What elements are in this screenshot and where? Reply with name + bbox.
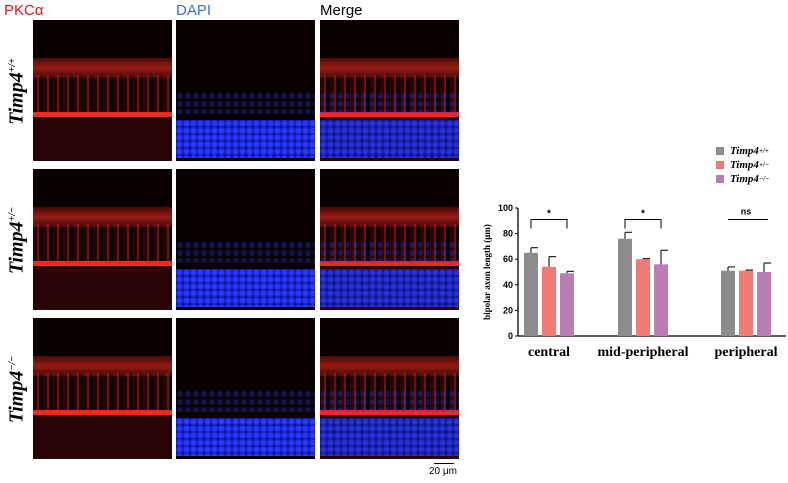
merge-panel (320, 318, 459, 459)
dapi-panel (176, 169, 315, 310)
legend-item: Timp4 +/+ (716, 144, 769, 158)
svg-text:mid-peripheral: mid-peripheral (598, 345, 689, 360)
dapi-panel (176, 318, 315, 459)
chart-legend: Timp4 +/+ Timp4 +/− Timp4 −/− (716, 144, 769, 186)
svg-text:central: central (528, 345, 570, 360)
svg-text:60: 60 (503, 254, 513, 264)
svg-text:20: 20 (503, 305, 513, 315)
svg-text:*: * (641, 208, 645, 219)
svg-text:100: 100 (498, 203, 513, 213)
scale-bar (434, 463, 454, 464)
merge-panel (320, 20, 459, 161)
column-title-merge: Merge (320, 2, 363, 19)
merge-panel (320, 169, 459, 310)
svg-text:80: 80 (503, 229, 513, 239)
row-label: Timp4−/− (5, 355, 28, 424)
bar-chart: 0 20 40 60 80 100 bipolar axon length (μm) cent… (482, 203, 786, 360)
pkca-panel (33, 20, 172, 161)
row-label: Timp4+/− (5, 206, 28, 275)
pkca-panel (33, 318, 172, 459)
svg-text:*: * (547, 208, 551, 219)
scale-bar-label: 20 μm (429, 466, 457, 477)
svg-text:0: 0 (508, 331, 513, 341)
pkca-panel (33, 169, 172, 310)
legend-item: Timp4 +/− (716, 158, 769, 172)
svg-text:bipolar axon length (μm): bipolar axon length (μm) (482, 224, 492, 320)
dapi-panel (176, 20, 315, 161)
row-label: Timp4+/+ (5, 58, 28, 125)
legend-item: Timp4 −/− (716, 172, 769, 186)
column-title-dapi: DAPI (176, 2, 212, 19)
column-title-pkca: PKCα (4, 2, 44, 19)
svg-text:peripheral: peripheral (715, 345, 778, 360)
svg-text:ns: ns (741, 206, 752, 216)
svg-text:40: 40 (503, 280, 513, 290)
